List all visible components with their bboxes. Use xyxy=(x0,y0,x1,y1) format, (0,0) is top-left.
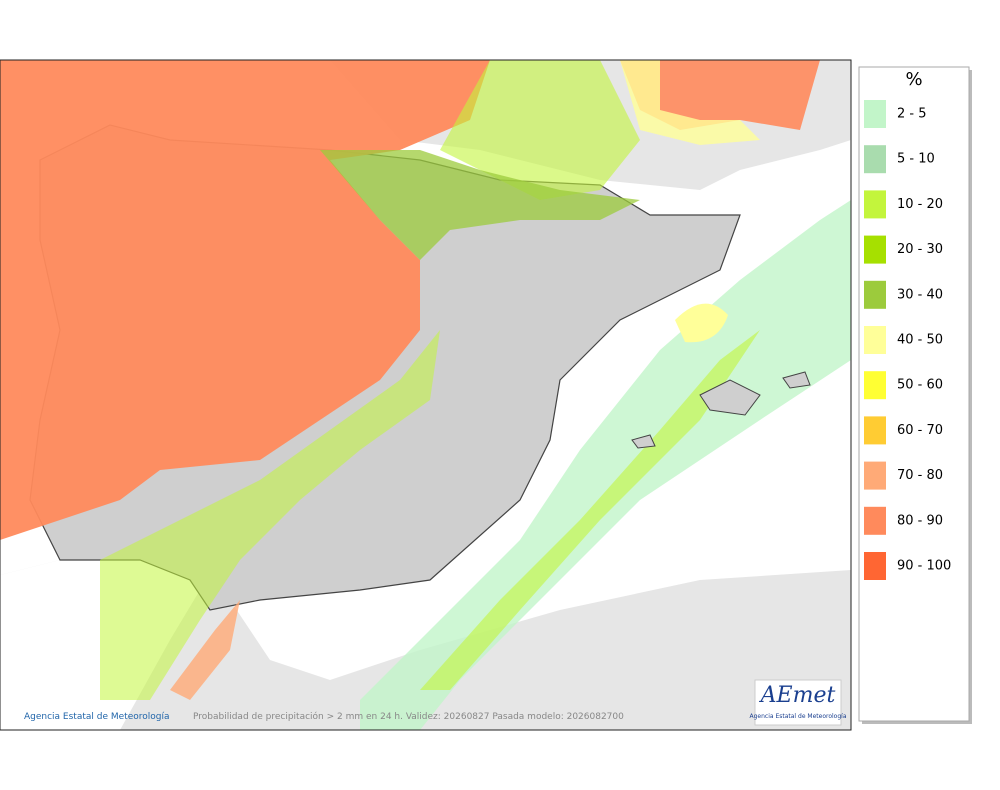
legend-label: 60 - 70 xyxy=(897,423,943,438)
legend-label: 80 - 90 xyxy=(897,513,943,528)
legend-swatch xyxy=(864,371,886,400)
rain-south xyxy=(100,330,440,700)
rain-med-band xyxy=(420,330,760,690)
rain-med xyxy=(360,200,851,730)
legend-swatch xyxy=(864,100,886,128)
ibiza xyxy=(631,434,656,449)
legend-swatch xyxy=(864,190,886,219)
map-frame xyxy=(0,59,852,731)
credit: Agencia Estatal de Meteorología xyxy=(24,712,170,722)
map: Agencia Estatal de Meteorología Probabil… xyxy=(0,59,852,731)
legend-swatch xyxy=(864,506,886,535)
legend-label: 70 - 80 xyxy=(897,468,943,483)
rain-80-90 xyxy=(0,60,490,540)
legend-label: 20 - 30 xyxy=(897,242,943,257)
logo: AEmet xyxy=(759,683,836,708)
legend-title: % xyxy=(905,69,922,90)
menorca xyxy=(782,371,811,389)
legend-swatch xyxy=(864,235,886,264)
legend-swatch xyxy=(864,145,886,174)
rain-north xyxy=(320,150,640,260)
rain-spot xyxy=(675,303,728,343)
legend-label: 30 - 40 xyxy=(897,287,943,302)
legend-label: 40 - 50 xyxy=(897,333,943,348)
legend-swatch xyxy=(864,416,886,445)
caption: Probabilidad de precipitación > 2 mm en … xyxy=(193,711,624,722)
logo-subtitle: Agencia Estatal de Meteorología xyxy=(750,713,847,720)
legend-swatch xyxy=(864,461,886,490)
legend-swatch xyxy=(864,552,886,580)
rain-40-50 xyxy=(620,60,760,145)
rain-strait xyxy=(170,600,240,700)
legend: % 2 - 5 5 - 10 10 - 20 20 - 30 30 - 40 40 - 5… xyxy=(858,66,972,724)
legend-label: 50 - 60 xyxy=(897,378,943,393)
legend-swatch xyxy=(864,280,886,309)
legend-label: 2 - 5 xyxy=(897,107,927,122)
legend-swatch xyxy=(864,326,886,354)
legend-label: 90 - 100 xyxy=(897,559,951,574)
mallorca xyxy=(699,379,761,416)
rain-10-20 xyxy=(440,60,640,200)
logo-box xyxy=(754,679,842,726)
legend-label: 5 - 10 xyxy=(897,152,935,167)
legend-label: 10 - 20 xyxy=(897,197,943,212)
